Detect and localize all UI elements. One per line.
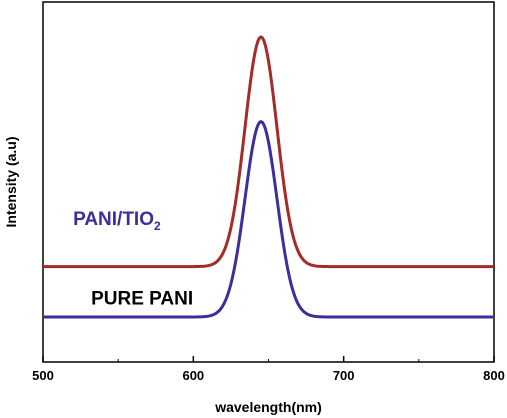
- series-label-text: PURE PANI: [91, 288, 193, 309]
- series-label-1: PURE PANI: [91, 288, 193, 309]
- x-axis-title: wavelength(nm): [214, 399, 322, 415]
- x-tick-label: 500: [32, 368, 54, 383]
- x-tick-label: 600: [182, 368, 204, 383]
- series-line-0: [43, 35, 494, 269]
- series-label-text: PANI/TIO: [73, 209, 154, 230]
- series-label-subscript: 2: [154, 219, 161, 233]
- x-tick-label: 800: [483, 368, 505, 383]
- x-tick-label: 700: [333, 368, 355, 383]
- series-labels: PANI/TIO2 PURE PANI: [73, 209, 193, 309]
- series-label-0: PANI/TIO2: [73, 209, 161, 233]
- series-line-1: [43, 120, 494, 319]
- x-ticks: 500 600 700 800: [32, 356, 505, 383]
- series-lines: [43, 35, 494, 319]
- y-axis-title: Intensity (a.u): [3, 136, 19, 227]
